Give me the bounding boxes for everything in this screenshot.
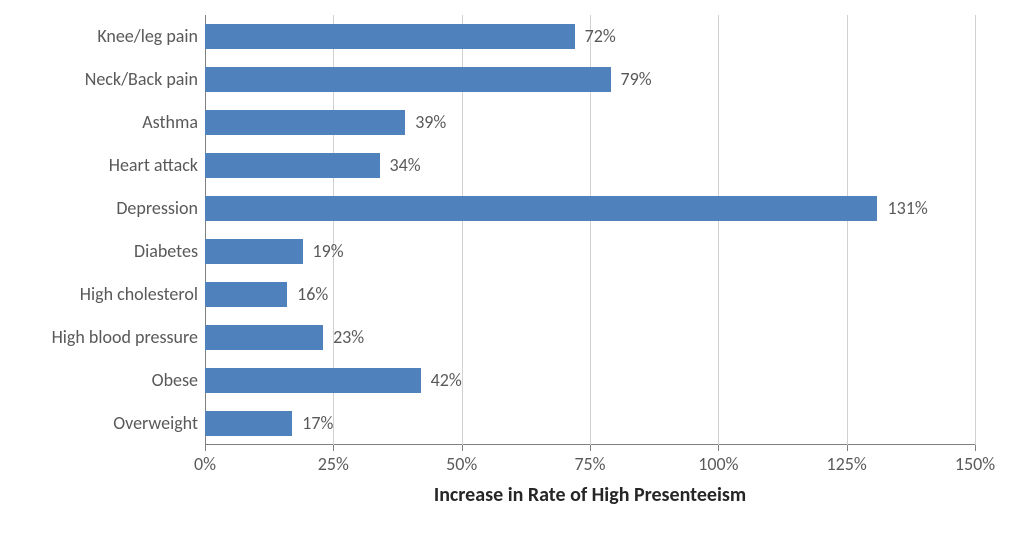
category-label: Overweight: [30, 402, 198, 445]
plot-area: 72%79% 39% 34% 131% 19% 16%23% 42% 17%: [205, 15, 975, 445]
x-tick-label: 150%: [945, 453, 1005, 475]
bar: [205, 110, 405, 135]
category-label: High cholesterol: [30, 273, 198, 316]
x-tick: [718, 445, 719, 451]
gridline: [975, 15, 976, 445]
category-label: High blood pressure: [30, 316, 198, 359]
x-tick: [333, 445, 334, 451]
bar-row: 34%: [205, 144, 975, 187]
bar-row: 42%: [205, 359, 975, 402]
x-tick: [847, 445, 848, 451]
data-label: 17%: [302, 411, 333, 436]
x-tick-label: 125%: [817, 453, 877, 475]
data-label: 79%: [621, 67, 652, 92]
x-tick: [462, 445, 463, 451]
bar: [205, 239, 303, 264]
x-tick-label: 25%: [303, 453, 363, 475]
bar-row: 131%: [205, 187, 975, 230]
data-label: 19%: [313, 239, 344, 264]
bar: [205, 411, 292, 436]
bar-row: 72%: [205, 15, 975, 58]
bar: [205, 325, 323, 350]
bar-row: 16%: [205, 273, 975, 316]
x-tick: [975, 445, 976, 451]
category-label: Obese: [30, 359, 198, 402]
bar: [205, 67, 611, 92]
bar-chart: 72%79%39%34%131%19%16%23%42%17% Increase…: [30, 10, 1000, 495]
category-label: Knee/leg pain: [30, 15, 198, 58]
bar-row: 17%: [205, 402, 975, 445]
category-label: Heart attack: [30, 144, 198, 187]
bar: [205, 282, 287, 307]
x-tick-label: 0%: [175, 453, 235, 475]
data-label: 39%: [415, 110, 446, 135]
x-tick-label: 50%: [432, 453, 492, 475]
x-tick: [205, 445, 206, 451]
bar: [205, 368, 421, 393]
category-label: Depression: [30, 187, 198, 230]
category-label: Diabetes: [30, 230, 198, 273]
category-label: Neck/Back pain: [30, 58, 198, 101]
data-label: 42%: [431, 368, 462, 393]
data-label: 72%: [585, 24, 616, 49]
bar: [205, 196, 877, 221]
data-label: 23%: [333, 325, 364, 350]
x-tick-label: 100%: [688, 453, 748, 475]
bar-row: 79%: [205, 58, 975, 101]
category-label: Asthma: [30, 101, 198, 144]
bar-row: 23%: [205, 316, 975, 359]
x-axis-title: Increase in Rate of High Presenteeism: [205, 483, 975, 507]
data-label: 131%: [887, 196, 927, 221]
x-tick-label: 75%: [560, 453, 620, 475]
bar-row: 39%: [205, 101, 975, 144]
data-label: 34%: [390, 153, 421, 178]
bar-row: 19%: [205, 230, 975, 273]
bar: [205, 24, 575, 49]
bar: [205, 153, 380, 178]
data-label: 16%: [297, 282, 328, 307]
x-tick: [590, 445, 591, 451]
